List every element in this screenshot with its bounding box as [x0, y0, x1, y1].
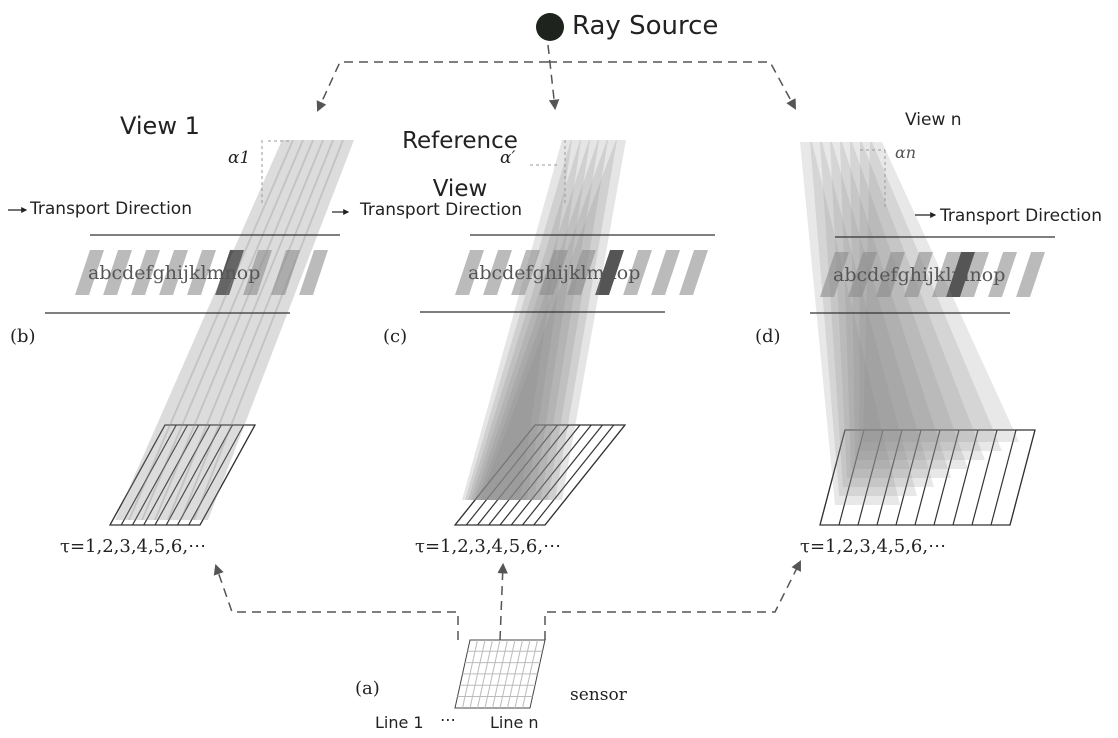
sensor-label: sensor	[570, 687, 627, 704]
direction-label: Transport Direction	[940, 208, 1102, 225]
object-text: abcdefghijklmnop	[833, 266, 1005, 285]
direction-label: Transport Direction	[360, 202, 522, 219]
view-label: View n	[905, 112, 962, 129]
tau-label: τ=1,2,3,4,5,6,⋯	[415, 538, 561, 556]
angle-label: αn	[895, 145, 916, 161]
panel-tag: (b)	[10, 328, 36, 346]
panel-tag: (c)	[383, 328, 407, 346]
angle-label: α1	[228, 150, 250, 167]
tau-label: τ=1,2,3,4,5,6,⋯	[800, 538, 946, 556]
sensor-tag: (a)	[355, 680, 380, 698]
source-label: Ray Source	[572, 13, 718, 39]
ellipsis: ⋯	[440, 712, 456, 728]
ray-source-dot	[536, 13, 564, 41]
line-label: Line n	[490, 715, 539, 731]
sensor-grid	[455, 640, 545, 708]
view-label: Reference View	[380, 117, 540, 213]
view-label: View 1	[120, 114, 200, 138]
line-label: Line 1	[375, 715, 424, 731]
angle-label: α′	[500, 150, 515, 167]
tau-label: τ=1,2,3,4,5,6,⋯	[60, 538, 206, 556]
diagram: Ray Source View 1 α1 Transport Direction…	[0, 0, 1118, 738]
direction-label: Transport Direction	[30, 201, 192, 218]
panel-tag: (d)	[755, 328, 781, 346]
object-text: abcdefghijklmnop	[468, 264, 640, 283]
object-text: abcdefghijklmnop	[88, 264, 260, 283]
